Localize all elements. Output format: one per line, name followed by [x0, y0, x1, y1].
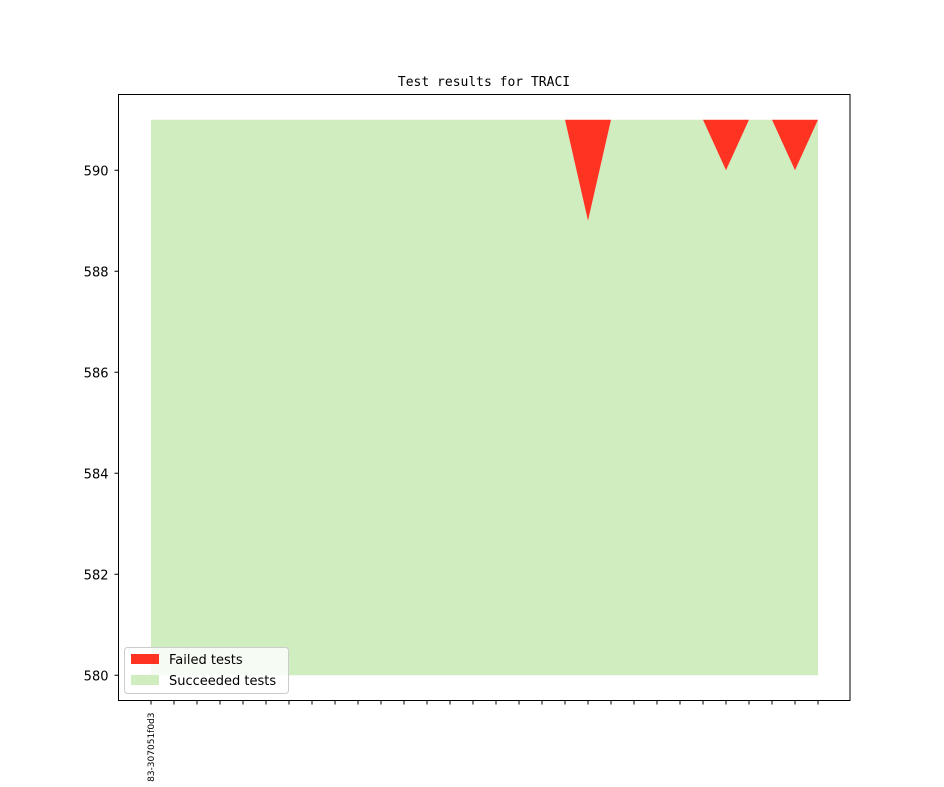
legend-frame: [124, 647, 289, 694]
x-axis: 83-307051f0d3: [147, 700, 819, 782]
legend-label-failed: Failed tests: [169, 653, 243, 668]
y-tick-label: 582: [84, 568, 109, 583]
y-tick-label: 584: [84, 467, 109, 482]
legend: Failed tests Succeeded tests: [124, 647, 289, 694]
legend-swatch-succeeded: [131, 675, 159, 685]
legend-label-succeeded: Succeeded tests: [169, 674, 276, 689]
legend-swatch-failed: [131, 654, 159, 664]
x-tick-label: 83-307051f0d3: [147, 713, 157, 782]
plot-area: [151, 119, 818, 676]
chart-title: Test results for TRACI: [398, 75, 570, 90]
succeeded-area: [151, 119, 818, 676]
y-tick-label: 588: [84, 265, 109, 280]
y-tick-label: 586: [84, 366, 109, 381]
axes-frame: [118, 94, 851, 701]
y-tick-label: 580: [84, 669, 109, 684]
y-axis: 580 582 584 586 588 590: [84, 164, 119, 684]
y-tick-label: 590: [84, 164, 109, 179]
chart-title-text: Test results for TRACI: [398, 75, 570, 90]
